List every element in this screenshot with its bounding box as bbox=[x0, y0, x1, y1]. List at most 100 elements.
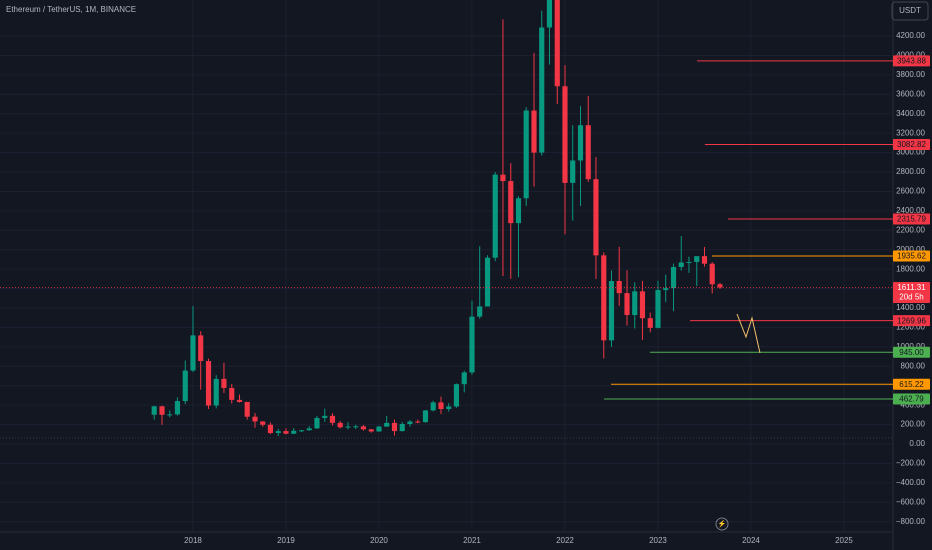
currency-label[interactable]: USDT bbox=[899, 6, 921, 15]
candle-body bbox=[577, 125, 584, 161]
y-tick-label: 2400.00 bbox=[896, 206, 925, 215]
currency-button[interactable] bbox=[891, 1, 929, 21]
candle-body bbox=[469, 316, 475, 373]
candle-body bbox=[554, 0, 560, 87]
level-label-box bbox=[893, 315, 930, 327]
candle-body bbox=[353, 426, 359, 428]
x-tick-label: 2019 bbox=[277, 536, 295, 545]
candle-body bbox=[399, 423, 405, 432]
y-tick-label: 3400.00 bbox=[896, 109, 925, 118]
replay-icon[interactable] bbox=[715, 517, 729, 531]
y-tick-label: −400.00 bbox=[896, 478, 926, 487]
candle-body bbox=[570, 160, 576, 183]
level-label: 615.22 bbox=[899, 380, 924, 389]
y-tick-label: 2600.00 bbox=[896, 187, 925, 196]
y-tick-label: 2200.00 bbox=[896, 225, 925, 234]
x-tick-label: 2025 bbox=[835, 536, 853, 545]
level-label: 3943.88 bbox=[897, 57, 926, 66]
candle-body bbox=[523, 110, 529, 199]
candle-body bbox=[236, 399, 243, 402]
candle-body bbox=[260, 421, 266, 425]
x-tick-label: 2023 bbox=[649, 536, 667, 545]
candle-body bbox=[275, 431, 281, 434]
candle-body bbox=[546, 0, 553, 28]
candle-body bbox=[291, 430, 297, 434]
candle-body bbox=[198, 335, 204, 362]
candle-body bbox=[422, 410, 429, 423]
candle-body bbox=[678, 262, 684, 268]
level-label-box bbox=[893, 55, 930, 67]
candle-body bbox=[647, 318, 653, 328]
candle-body bbox=[267, 424, 274, 434]
y-tick-label: 3200.00 bbox=[896, 128, 925, 137]
candle-body bbox=[306, 428, 312, 431]
candle-body bbox=[221, 378, 227, 388]
candle-body bbox=[632, 291, 638, 316]
level-label: 462.79 bbox=[899, 395, 924, 404]
candle-body bbox=[515, 198, 522, 224]
candle-body bbox=[639, 291, 646, 319]
candle-body bbox=[407, 421, 413, 424]
candle-body bbox=[601, 255, 607, 341]
candle-body bbox=[438, 402, 444, 410]
candle-body bbox=[655, 290, 661, 328]
level-label: 3082.82 bbox=[897, 140, 926, 149]
y-tick-label: 1000.00 bbox=[896, 342, 925, 351]
y-tick-label: 3000.00 bbox=[896, 148, 925, 157]
candle-body bbox=[205, 361, 212, 406]
level-label-box bbox=[893, 393, 930, 405]
level-label: 2315.79 bbox=[897, 215, 926, 224]
countdown-label: 20d 5h bbox=[899, 293, 923, 302]
candle-body bbox=[174, 401, 181, 415]
candle-body bbox=[167, 414, 173, 416]
candle-body bbox=[492, 174, 498, 258]
x-tick-label: 2018 bbox=[184, 536, 202, 545]
chart-title: Ethereum / TetherUS, 1M, BINANCE bbox=[6, 5, 136, 14]
y-tick-label: −600.00 bbox=[896, 497, 926, 506]
y-tick-label: 2800.00 bbox=[896, 167, 925, 176]
y-tick-label: 200.00 bbox=[901, 420, 926, 429]
y-tick-label: 4000.00 bbox=[896, 51, 925, 60]
candle-body bbox=[252, 416, 258, 422]
candle-body bbox=[376, 426, 382, 432]
candle-body bbox=[616, 281, 622, 294]
candle-body bbox=[190, 335, 196, 371]
candle-body bbox=[322, 415, 328, 418]
candle-body bbox=[624, 293, 630, 316]
y-tick-label: −200.00 bbox=[896, 459, 926, 468]
candle-body bbox=[430, 402, 436, 411]
candle-body bbox=[337, 422, 343, 428]
plot-area bbox=[0, 0, 893, 532]
candle-body bbox=[694, 256, 700, 262]
replay-icon-glyph[interactable]: ⚡ bbox=[718, 519, 727, 528]
candle-body bbox=[415, 421, 421, 423]
level-label-box bbox=[893, 250, 930, 262]
x-tick-label: 2020 bbox=[370, 536, 388, 545]
candle-body bbox=[159, 406, 165, 415]
candle-body bbox=[244, 401, 250, 417]
candle-body bbox=[298, 430, 305, 432]
candle-body bbox=[368, 429, 374, 432]
candle-body bbox=[717, 284, 723, 288]
candle-body bbox=[484, 257, 491, 307]
candle-body bbox=[360, 426, 367, 430]
candle-body bbox=[508, 181, 514, 224]
level-label: 945.00 bbox=[899, 348, 924, 357]
candle-body bbox=[151, 406, 157, 415]
candle-body bbox=[182, 370, 188, 402]
candle-body bbox=[283, 431, 289, 434]
level-label-box bbox=[893, 346, 930, 358]
last-price-label: 1611.31 bbox=[897, 283, 926, 292]
level-label: 1269.96 bbox=[897, 316, 926, 325]
x-tick-label: 2021 bbox=[463, 536, 481, 545]
y-tick-label: −800.00 bbox=[896, 517, 926, 526]
candle-body bbox=[461, 372, 467, 385]
candle-body bbox=[446, 406, 452, 410]
zigzag-drawing bbox=[736, 313, 761, 354]
y-tick-label: 3600.00 bbox=[896, 89, 925, 98]
y-tick-label: 1200.00 bbox=[896, 323, 925, 332]
candle-body bbox=[500, 174, 506, 182]
candle-body bbox=[314, 417, 320, 429]
candle-body bbox=[477, 306, 483, 317]
